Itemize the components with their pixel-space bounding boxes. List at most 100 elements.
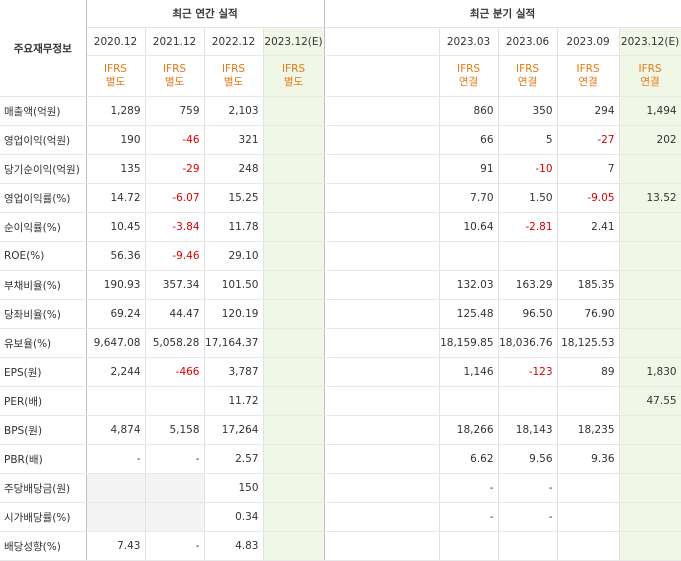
quarterly-value-cell: - bbox=[439, 473, 499, 503]
row-label: 영업이익(억원) bbox=[0, 125, 87, 155]
quarterly-value-cell: 350 bbox=[498, 96, 558, 126]
quarterly-value-cell: 13.52 bbox=[619, 183, 681, 213]
annual-value-cell: 150 bbox=[204, 473, 264, 503]
table-row: 주당배당금(원) 150 - - bbox=[0, 473, 681, 503]
quarterly-value-cell bbox=[557, 531, 620, 561]
quarterly-value-cell bbox=[619, 270, 681, 300]
table-row: 시가배당률(%) 0.34 - - bbox=[0, 502, 681, 532]
quarterly-value-cell bbox=[619, 473, 681, 503]
quarterly-type-3: IFRS 연결 bbox=[557, 55, 620, 97]
financial-rows: 매출액(억원) 1,289 759 2,103 860 350 294 1,494 영업이익(억… bbox=[0, 96, 681, 561]
quarterly-value-cell: 76.90 bbox=[557, 299, 620, 329]
annual-value-cell: 357.34 bbox=[145, 270, 205, 300]
quarterly-value-cell: 91 bbox=[439, 154, 499, 184]
quarterly-value-cell bbox=[619, 531, 681, 561]
quarterly-value-cell: 18,235 bbox=[557, 415, 620, 445]
quarterly-value-cell bbox=[619, 328, 681, 358]
quarterly-value-cell bbox=[498, 386, 558, 416]
quarterly-value-cell: 5 bbox=[498, 125, 558, 155]
quarterly-value-cell bbox=[498, 241, 558, 271]
row-label: 매출액(억원) bbox=[0, 96, 87, 126]
row-gap bbox=[324, 473, 440, 503]
annual-value-cell: 3,787 bbox=[204, 357, 264, 387]
annual-value-cell: 15.25 bbox=[204, 183, 264, 213]
annual-type-3: IFRS 별도 bbox=[204, 55, 264, 97]
row-label: 배당성향(%) bbox=[0, 531, 87, 561]
row-label: 당기순이익(억원) bbox=[0, 154, 87, 184]
annual-value-cell: 10.45 bbox=[86, 212, 146, 242]
quarterly-value-cell bbox=[619, 502, 681, 532]
annual-value-cell bbox=[263, 241, 325, 271]
quarterly-value-cell: -2.81 bbox=[498, 212, 558, 242]
quarterly-value-cell bbox=[557, 241, 620, 271]
annual-value-cell: -3.84 bbox=[145, 212, 205, 242]
header-gap bbox=[324, 27, 440, 56]
annual-value-cell: -6.07 bbox=[145, 183, 205, 213]
annual-period-4: 2023.12(E) bbox=[263, 27, 325, 56]
annual-value-cell: 17,164.37 bbox=[204, 328, 264, 358]
quarterly-value-cell: 9.36 bbox=[557, 444, 620, 474]
annual-value-cell: -9.46 bbox=[145, 241, 205, 271]
table-row: 유보율(%) 9,647.08 5,058.28 17,164.37 18,159.85… bbox=[0, 328, 681, 358]
table-row: PBR(배) - -2.57 6.62 9.56 9.36 bbox=[0, 444, 681, 474]
quarterly-value-cell: - bbox=[439, 502, 499, 532]
table-row: 영업이익(억원) 190 -46 321 66 5 -27 202 bbox=[0, 125, 681, 155]
table-row: 배당성향(%) 7.43-4.83 bbox=[0, 531, 681, 561]
annual-value-cell bbox=[86, 386, 146, 416]
row-label: 당좌비율(%) bbox=[0, 299, 87, 329]
quarterly-value-cell: 66 bbox=[439, 125, 499, 155]
type-gap bbox=[324, 55, 440, 97]
quarterly-value-cell: 9.56 bbox=[498, 444, 558, 474]
quarterly-value-cell bbox=[619, 241, 681, 271]
annual-value-cell bbox=[263, 386, 325, 416]
row-label: 순이익률(%) bbox=[0, 212, 87, 242]
table-row: 매출액(억원) 1,289 759 2,103 860 350 294 1,494 bbox=[0, 96, 681, 126]
row-label: 부채비율(%) bbox=[0, 270, 87, 300]
table-row: 순이익률(%) 10.45 -3.84 11.78 10.64 -2.81 2.41 bbox=[0, 212, 681, 242]
table-row: EPS(원) 2,244 -466 3,787 1,146 -123 89 1,830 bbox=[0, 357, 681, 387]
annual-value-cell bbox=[263, 96, 325, 126]
row-gap bbox=[324, 531, 440, 561]
annual-value-cell: 4,874 bbox=[86, 415, 146, 445]
quarterly-value-cell: - bbox=[498, 473, 558, 503]
quarterly-value-cell: 18,036.76 bbox=[498, 328, 558, 358]
quarterly-value-cell: 1,146 bbox=[439, 357, 499, 387]
quarterly-type-4: IFRS 연결 bbox=[619, 55, 681, 97]
quarterly-value-cell: - bbox=[498, 502, 558, 532]
row-gap bbox=[324, 183, 440, 213]
annual-value-cell bbox=[145, 386, 205, 416]
quarterly-value-cell: 10.64 bbox=[439, 212, 499, 242]
quarterly-value-cell bbox=[439, 241, 499, 271]
table-row: PER(배) 11.72 47.55 bbox=[0, 386, 681, 416]
quarterly-value-cell bbox=[619, 444, 681, 474]
annual-value-cell bbox=[263, 212, 325, 242]
quarterly-value-cell: -10 bbox=[498, 154, 558, 184]
quarterly-value-cell: 1,830 bbox=[619, 357, 681, 387]
annual-value-cell bbox=[263, 183, 325, 213]
quarterly-value-cell: 2.41 bbox=[557, 212, 620, 242]
annual-value-cell: 1,289 bbox=[86, 96, 146, 126]
annual-value-cell: - bbox=[145, 444, 205, 474]
row-label: 유보율(%) bbox=[0, 328, 87, 358]
annual-value-cell: 17,264 bbox=[204, 415, 264, 445]
corner-label: 주요재무정보 bbox=[0, 0, 87, 97]
annual-value-cell bbox=[263, 125, 325, 155]
row-label: 영업이익률(%) bbox=[0, 183, 87, 213]
annual-value-cell bbox=[263, 473, 325, 503]
quarterly-value-cell: 7.70 bbox=[439, 183, 499, 213]
row-gap bbox=[324, 125, 440, 155]
row-gap bbox=[324, 299, 440, 329]
annual-type-1: IFRS 별도 bbox=[86, 55, 146, 97]
quarterly-value-cell: 18,125.53 bbox=[557, 328, 620, 358]
quarterly-value-cell bbox=[439, 386, 499, 416]
annual-value-cell: 135 bbox=[86, 154, 146, 184]
annual-value-cell: 101.50 bbox=[204, 270, 264, 300]
annual-value-cell: 7.43 bbox=[86, 531, 146, 561]
quarterly-value-cell bbox=[557, 386, 620, 416]
annual-value-cell: 14.72 bbox=[86, 183, 146, 213]
annual-value-cell: 2,103 bbox=[204, 96, 264, 126]
quarterly-value-cell: 96.50 bbox=[498, 299, 558, 329]
annual-value-cell: 120.19 bbox=[204, 299, 264, 329]
annual-value-cell: 4.83 bbox=[204, 531, 264, 561]
annual-type-4: IFRS 별도 bbox=[263, 55, 325, 97]
